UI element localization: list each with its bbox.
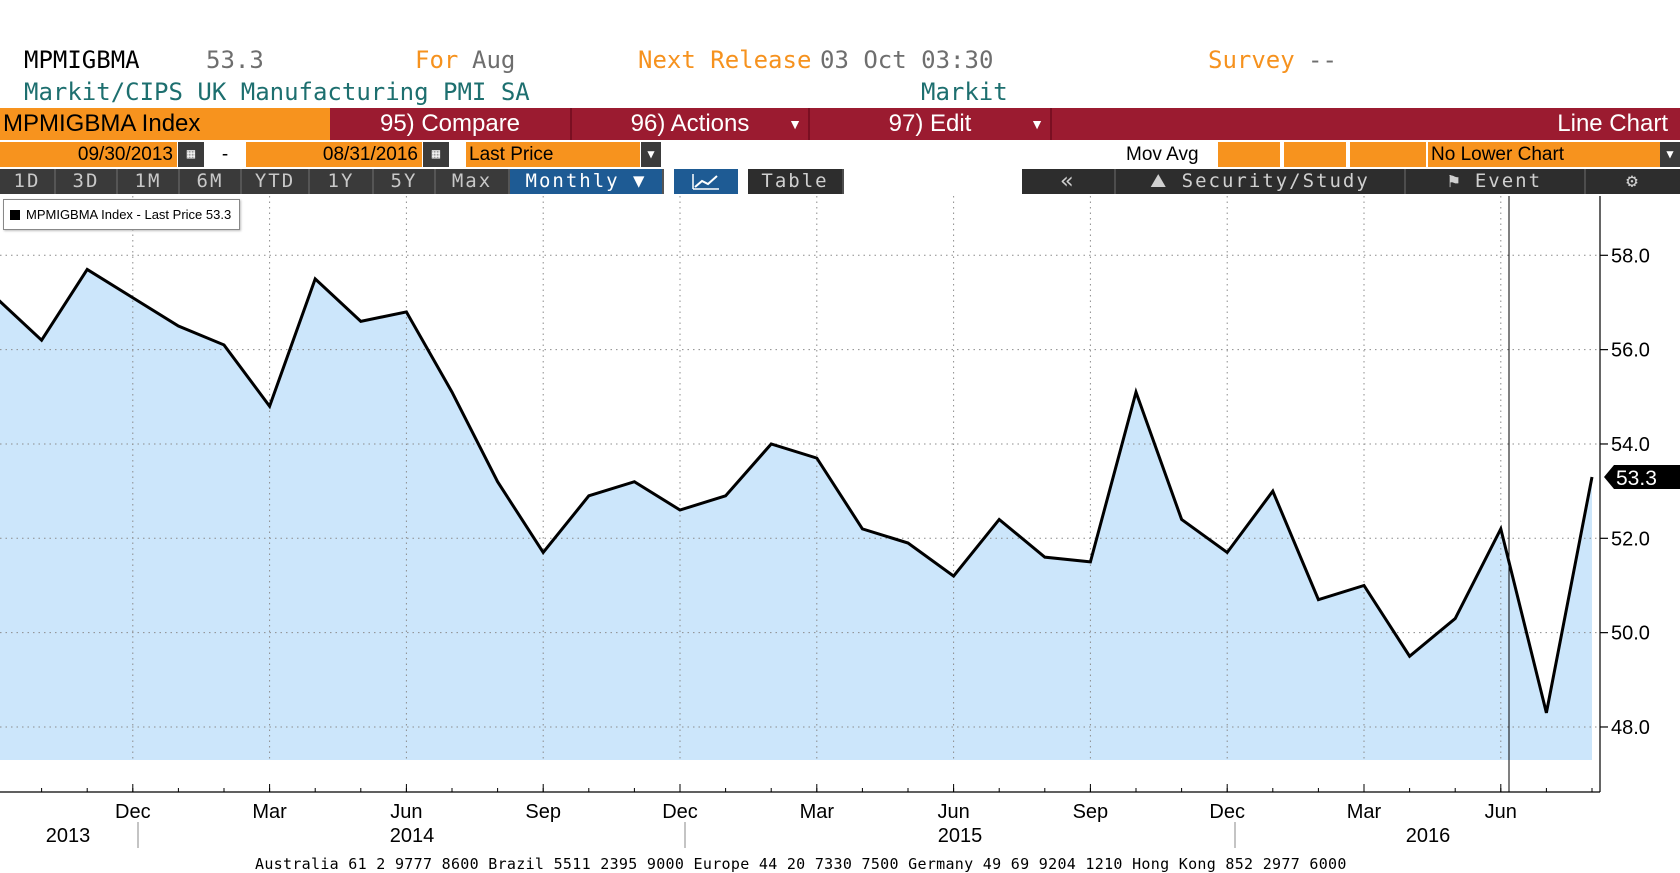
frequency-select[interactable]: Monthly ▼ — [510, 169, 664, 194]
line-chart-icon[interactable] — [674, 169, 738, 194]
pmi-line-chart: 58.0 56.0 54.0 52.0 50.0 48.0 53.3 Dec Mar Jun Sep… — [0, 196, 1680, 848]
x-month-label: Jun — [1485, 801, 1517, 823]
x-month-label: Mar — [800, 801, 835, 823]
collapse-button[interactable]: « — [1022, 169, 1116, 194]
mov-avg-label: Mov Avg — [1126, 142, 1216, 167]
footer-contacts: Australia 61 2 9777 8600 Brazil 5511 239… — [255, 855, 1347, 873]
lower-chart-value: No Lower Chart — [1431, 144, 1565, 165]
field-select[interactable]: Last Price — [466, 142, 640, 167]
end-date-input[interactable]: 08/31/2016 — [246, 142, 422, 167]
date-separator: - — [205, 142, 245, 167]
period-3d[interactable]: 3D — [56, 169, 118, 194]
period-1d[interactable]: 1D — [0, 169, 56, 194]
settings-gear-icon[interactable]: ⚙ — [1586, 169, 1680, 194]
chart-type-button[interactable]: Line Chart — [1052, 108, 1680, 140]
x-year-label: 2014 — [390, 825, 435, 847]
start-calendar-icon[interactable]: ▦ — [178, 142, 204, 167]
y-tick-label: 54.0 — [1611, 434, 1650, 456]
y-tick-label: 58.0 — [1611, 245, 1650, 267]
period-ytd[interactable]: YTD — [242, 169, 310, 194]
edit-button[interactable]: 97) Edit ▼ — [810, 108, 1052, 140]
x-month-label: Jun — [937, 801, 969, 823]
survey-label: Survey — [1208, 46, 1295, 74]
security-study-button[interactable]: ⛰ Security/Study — [1116, 169, 1406, 194]
x-month-label: Sep — [1073, 801, 1109, 823]
actions-button[interactable]: 96) Actions ▼ — [572, 108, 810, 140]
compare-label: 95) Compare — [379, 110, 521, 137]
x-month-label: Mar — [1347, 801, 1382, 823]
x-month-label: Dec — [662, 801, 698, 823]
x-month-label: Dec — [115, 801, 151, 823]
next-release-label: Next Release — [638, 46, 812, 74]
table-button[interactable]: Table — [748, 169, 844, 194]
period-1y[interactable]: 1Y — [310, 169, 374, 194]
x-month-label: Jun — [390, 801, 422, 823]
legend-swatch — [10, 210, 20, 220]
y-tick-label: 48.0 — [1611, 717, 1650, 739]
security-study-icon: ⛰ — [1150, 170, 1169, 192]
end-calendar-icon[interactable]: ▦ — [423, 142, 449, 167]
last-value: 53.3 — [206, 46, 264, 74]
x-year-label: 2015 — [938, 825, 983, 847]
period-max[interactable]: Max — [436, 169, 510, 194]
mov-avg-field-1[interactable] — [1218, 142, 1280, 167]
next-release-value: 03 Oct 03:30 — [820, 46, 994, 74]
start-date-input[interactable]: 09/30/2013 — [0, 142, 177, 167]
edit-label: 97) Edit — [888, 110, 972, 137]
for-label: For — [415, 46, 459, 74]
x-month-label: Mar — [252, 801, 287, 823]
security-field-label: MPMIGBMA Index — [3, 110, 201, 137]
field-dropdown-icon[interactable]: ▼ — [641, 142, 661, 167]
actions-label: 96) Actions — [630, 110, 750, 137]
for-value: Aug — [472, 46, 516, 74]
last-value-label: 53.3 — [1616, 467, 1657, 490]
last-value-marker — [1604, 464, 1680, 489]
lower-chart-select[interactable]: No Lower Chart — [1428, 142, 1660, 167]
legend-label: MPMIGBMA Index - Last Price 53.3 — [26, 207, 232, 222]
security-description: Markit/CIPS UK Manufacturing PMI SA — [24, 78, 530, 106]
edit-dropdown-icon: ▼ — [1030, 116, 1044, 132]
ticker: MPMIGBMA — [24, 46, 140, 74]
y-tick-label: 52.0 — [1611, 528, 1650, 550]
period-6m[interactable]: 6M — [180, 169, 242, 194]
compare-button[interactable]: 95) Compare — [330, 108, 572, 140]
end-date-value: 08/31/2016 — [322, 144, 418, 165]
series-line — [0, 267, 1594, 714]
y-tick-label: 56.0 — [1611, 340, 1650, 362]
x-year-label: 2016 — [1406, 825, 1451, 847]
survey-value: -- — [1308, 46, 1337, 74]
security-study-label: Security/Study — [1181, 170, 1370, 192]
x-month-label: Dec — [1209, 801, 1245, 823]
chart-type-label: Line Chart — [1557, 110, 1668, 137]
mov-avg-field-3[interactable] — [1350, 142, 1426, 167]
x-month-label: Sep — [525, 801, 561, 823]
start-date-value: 09/30/2013 — [77, 144, 173, 165]
x-year-label: 2013 — [46, 825, 91, 847]
event-label: Event — [1474, 170, 1543, 192]
security-field[interactable]: MPMIGBMA Index — [0, 108, 330, 140]
chart-legend: MPMIGBMA Index - Last Price 53.3 — [3, 199, 241, 230]
lower-chart-dropdown-icon[interactable]: ▼ — [1660, 142, 1680, 167]
y-tick-label: 50.0 — [1611, 623, 1650, 645]
series-area — [0, 269, 1592, 760]
period-5y[interactable]: 5Y — [374, 169, 436, 194]
mov-avg-field-2[interactable] — [1284, 142, 1346, 167]
source-label: Markit — [921, 78, 1008, 106]
event-button[interactable]: ⚑ Event — [1406, 169, 1586, 194]
actions-dropdown-icon: ▼ — [788, 116, 802, 132]
flag-icon: ⚑ — [1447, 170, 1462, 192]
field-select-value: Last Price — [469, 144, 554, 165]
period-1m[interactable]: 1M — [118, 169, 180, 194]
